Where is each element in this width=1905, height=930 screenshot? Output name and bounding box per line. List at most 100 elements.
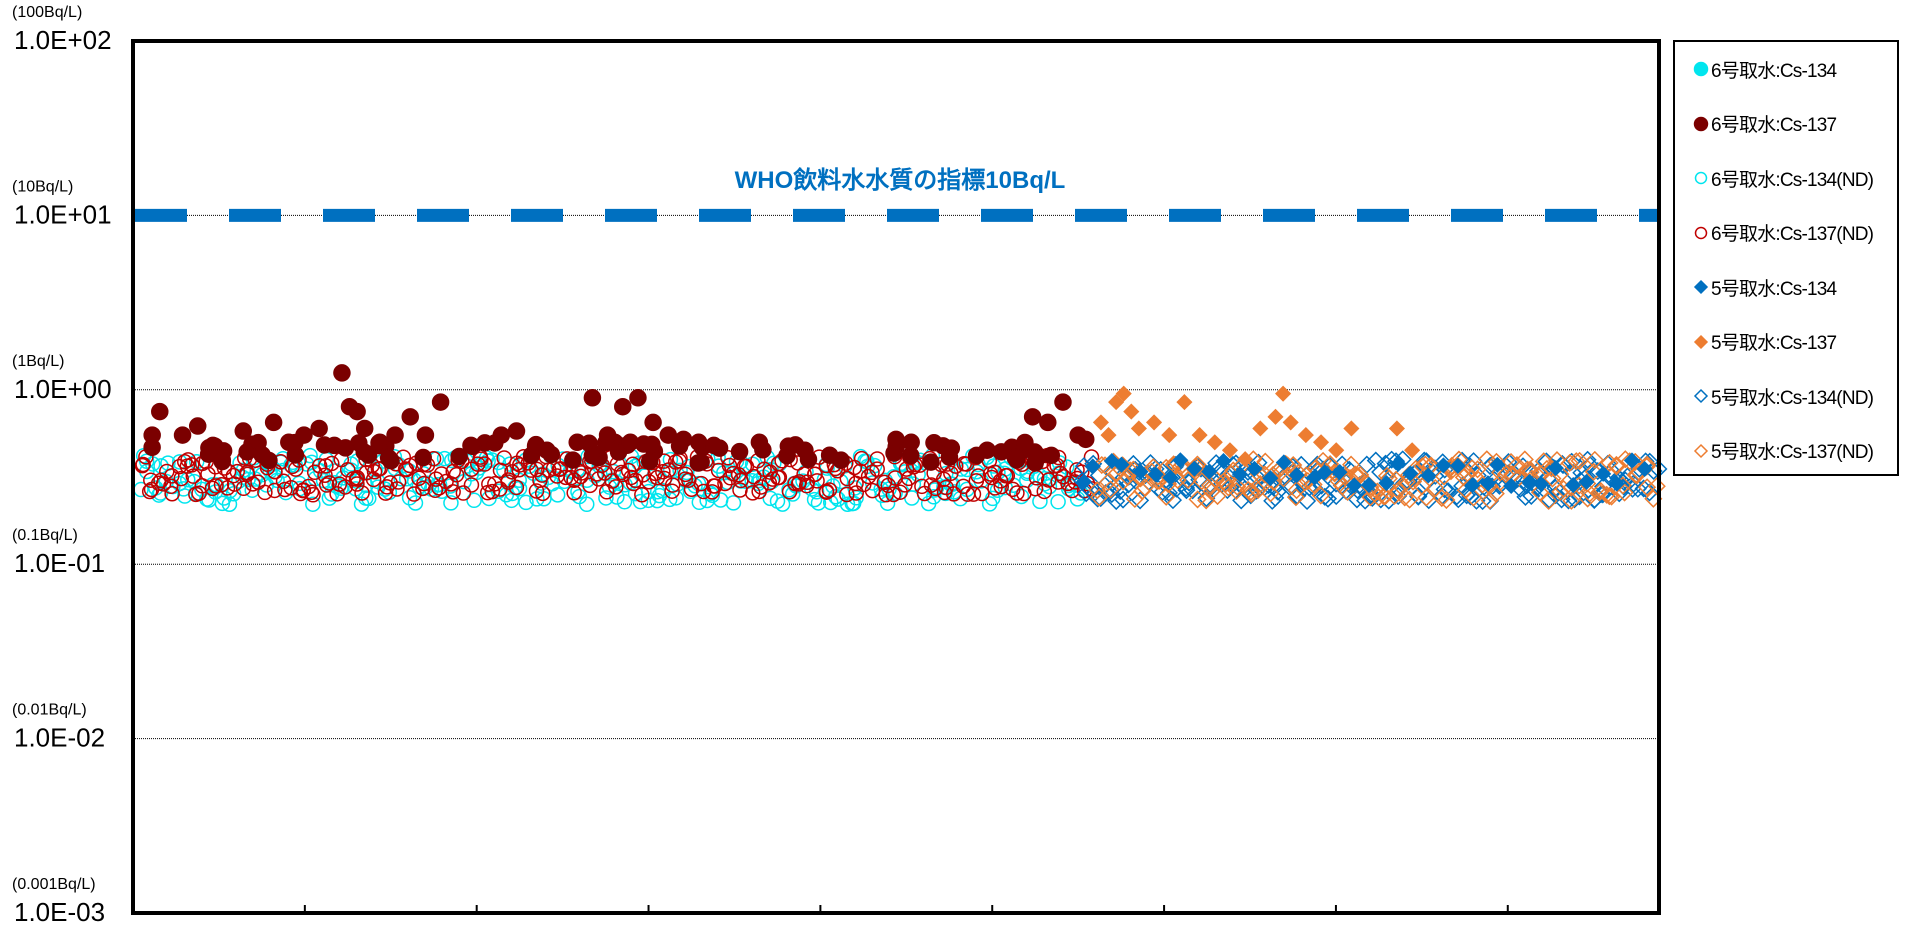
data-point bbox=[1369, 488, 1388, 507]
data-point bbox=[401, 490, 418, 506]
data-point bbox=[1539, 491, 1558, 511]
data-point bbox=[173, 426, 192, 444]
data-point bbox=[229, 463, 245, 480]
data-point bbox=[1623, 452, 1641, 469]
data-point bbox=[1201, 463, 1218, 480]
data-point bbox=[379, 449, 398, 467]
data-point bbox=[864, 482, 881, 499]
data-point bbox=[1172, 452, 1189, 469]
data-point bbox=[462, 436, 480, 455]
data-point bbox=[1090, 488, 1109, 507]
data-point bbox=[1578, 450, 1597, 469]
legend-label: 5号取水:Cs-137(ND) bbox=[1711, 442, 1874, 463]
data-point bbox=[1434, 467, 1454, 486]
data-point bbox=[348, 402, 366, 421]
legend-label: 5号取水:Cs-134 bbox=[1711, 278, 1837, 300]
data-point bbox=[1503, 477, 1520, 494]
data-point bbox=[1343, 420, 1360, 437]
data-point bbox=[1050, 474, 1066, 490]
data-point bbox=[549, 487, 566, 503]
data-point bbox=[744, 485, 761, 501]
data-point bbox=[936, 484, 953, 501]
data-point bbox=[443, 476, 459, 492]
data-point bbox=[1402, 465, 1419, 482]
data-point bbox=[839, 470, 856, 487]
data-point bbox=[1608, 475, 1625, 492]
legend-label: 5号取水:Cs-137 bbox=[1711, 333, 1837, 354]
data-point bbox=[1306, 469, 1323, 486]
y-tick-label: 1.0E+02 bbox=[14, 25, 112, 55]
data-point bbox=[303, 484, 320, 500]
circle-marker-icon bbox=[1693, 61, 1709, 77]
data-point bbox=[171, 454, 188, 470]
data-point bbox=[1274, 469, 1293, 488]
data-point bbox=[1282, 414, 1299, 431]
data-point bbox=[1581, 456, 1600, 475]
data-point bbox=[1600, 487, 1619, 506]
data-point bbox=[1361, 488, 1380, 507]
data-point bbox=[264, 413, 283, 432]
data-point bbox=[1491, 472, 1510, 491]
data-point bbox=[598, 490, 614, 506]
legend-item: 5号取水:Cs-134(ND) bbox=[1693, 384, 1874, 409]
y-tick-unit-label: (0.001Bq/L) bbox=[12, 876, 96, 893]
y-tick-unit-label: (1Bq/L) bbox=[12, 353, 64, 370]
data-point bbox=[1479, 475, 1497, 492]
data-point bbox=[163, 478, 179, 495]
data-point bbox=[1009, 485, 1025, 501]
data-point bbox=[1288, 467, 1305, 484]
data-point bbox=[705, 436, 723, 455]
data-point bbox=[1297, 491, 1317, 511]
data-point bbox=[674, 430, 693, 449]
data-point bbox=[1435, 457, 1452, 474]
data-point bbox=[566, 484, 582, 501]
data-point bbox=[821, 482, 838, 498]
data-point bbox=[922, 453, 940, 471]
data-point bbox=[1578, 489, 1597, 508]
data-point bbox=[1132, 463, 1149, 480]
legend-label: 6号取水:Cs-134(ND) bbox=[1711, 169, 1874, 191]
data-point bbox=[818, 484, 835, 500]
legend-item: 5号取水:Cs-137 bbox=[1693, 330, 1837, 354]
data-point bbox=[257, 484, 273, 501]
data-point bbox=[634, 486, 650, 503]
data-point bbox=[1054, 393, 1072, 411]
data-point bbox=[415, 480, 431, 497]
data-point bbox=[1237, 451, 1254, 468]
data-point bbox=[1232, 466, 1249, 483]
data-point bbox=[629, 389, 647, 407]
data-point bbox=[371, 433, 389, 452]
data-point bbox=[1084, 458, 1101, 475]
data-point bbox=[664, 483, 680, 499]
data-point bbox=[1565, 490, 1584, 509]
data-point bbox=[1507, 456, 1527, 475]
data-point bbox=[151, 402, 169, 421]
data-point bbox=[389, 481, 405, 497]
data-point bbox=[1241, 482, 1260, 501]
data-point bbox=[564, 451, 582, 469]
data-point bbox=[325, 436, 344, 455]
data-point bbox=[407, 495, 424, 511]
data-point bbox=[1522, 486, 1541, 505]
data-point bbox=[1147, 466, 1164, 483]
data-point bbox=[372, 460, 388, 477]
data-point bbox=[1378, 474, 1395, 492]
data-point bbox=[295, 426, 313, 444]
data-point bbox=[659, 426, 678, 444]
data-point bbox=[1113, 456, 1130, 473]
data-point bbox=[691, 494, 708, 511]
data-marks bbox=[133, 364, 1668, 513]
data-point bbox=[416, 426, 435, 444]
data-point bbox=[390, 474, 407, 490]
data-point bbox=[1256, 452, 1275, 471]
data-point bbox=[1077, 484, 1096, 503]
legend-item: 6号取水:Cs-137(ND) bbox=[1693, 221, 1874, 245]
y-axis-labels: (100Bq/L) 1.0E+02 (10Bq/L) 1.0E+01 (1Bq/L) 1.… bbox=[12, 4, 112, 927]
data-point bbox=[573, 465, 590, 481]
data-point bbox=[1304, 475, 1323, 494]
data-point bbox=[1640, 483, 1659, 502]
data-point bbox=[466, 492, 482, 509]
data-point bbox=[830, 491, 846, 507]
data-point bbox=[1115, 385, 1132, 402]
data-point bbox=[355, 419, 374, 438]
